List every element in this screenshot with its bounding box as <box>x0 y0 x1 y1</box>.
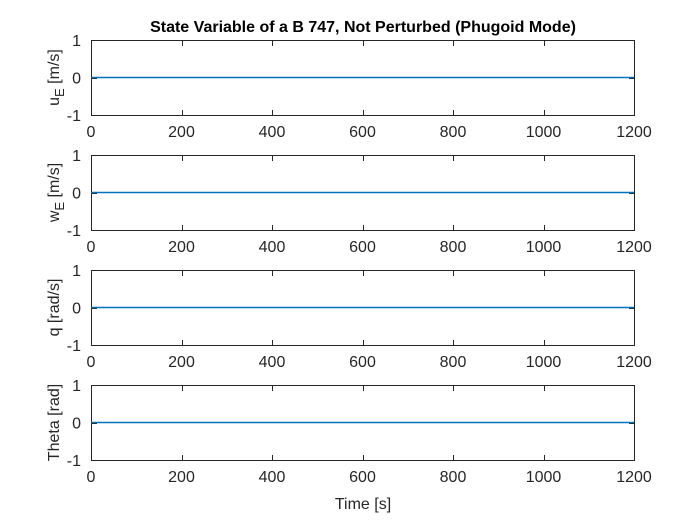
x-tick-label: 600 <box>349 469 376 486</box>
x-tick-label: 0 <box>87 469 96 486</box>
x-tick-label: 800 <box>440 239 467 256</box>
x-tick-label: 200 <box>168 124 195 141</box>
x-tick-label: 0 <box>87 239 96 256</box>
x-tick-label: 0 <box>87 354 96 371</box>
x-tick-label: 200 <box>168 354 195 371</box>
subplot-3: 0 200 400 600 800 1000 1200 -1 0 1 q [rad/s] <box>46 263 652 371</box>
y-tick-label: 0 <box>72 186 81 203</box>
y-tick-label: 1 <box>72 263 81 280</box>
x-tick-label: 1000 <box>526 239 562 256</box>
x-tick-label: 600 <box>349 354 376 371</box>
y-tick-label: 1 <box>72 148 81 165</box>
y-axis-label: Theta [rad] <box>46 384 63 461</box>
subplot-1: 0 200 400 600 800 1000 1200 -1 0 1 uE [m/s] <box>46 33 652 141</box>
y-tick-label: 0 <box>72 71 81 88</box>
x-tick-label: 400 <box>259 239 286 256</box>
y-tick-label: 1 <box>72 33 81 50</box>
x-tick-label: 800 <box>440 469 467 486</box>
x-tick-label: 400 <box>259 354 286 371</box>
x-axis-label: Time [s] <box>335 496 391 513</box>
y-tick-label: -1 <box>67 338 81 355</box>
x-tick-label: 600 <box>349 124 376 141</box>
y-tick-label: 1 <box>72 378 81 395</box>
y-tick-label: 0 <box>72 416 81 433</box>
y-axis-label: wE [m/s] <box>46 163 67 223</box>
x-tick-label: 800 <box>440 124 467 141</box>
x-tick-label: 1200 <box>616 239 652 256</box>
x-tick-label: 400 <box>259 124 286 141</box>
x-tick-label: 1000 <box>526 124 562 141</box>
y-tick-label: -1 <box>67 223 81 240</box>
x-tick-label: 600 <box>349 239 376 256</box>
x-tick-label: 0 <box>87 124 96 141</box>
x-tick-label: 200 <box>168 469 195 486</box>
x-tick-label: 1000 <box>526 354 562 371</box>
x-tick-label: 1200 <box>616 124 652 141</box>
y-tick-label: -1 <box>67 108 81 125</box>
chart-title: State Variable of a B 747, Not Perturbed… <box>150 19 576 36</box>
subplot-2: 0 200 400 600 800 1000 1200 -1 0 1 wE [m/s] <box>46 148 652 256</box>
x-tick-label: 1200 <box>616 469 652 486</box>
y-tick-label: 0 <box>72 301 81 318</box>
x-tick-label: 200 <box>168 239 195 256</box>
x-tick-label: 800 <box>440 354 467 371</box>
subplot-4: 0 200 400 600 800 1000 1200 -1 0 1 Theta [rad] <box>46 378 652 486</box>
y-tick-label: -1 <box>67 453 81 470</box>
y-axis-label: uE [m/s] <box>46 49 67 106</box>
x-tick-label: 1200 <box>616 354 652 371</box>
x-tick-label: 1000 <box>526 469 562 486</box>
x-tick-label: 400 <box>259 469 286 486</box>
y-axis-label: q [rad/s] <box>46 279 63 337</box>
